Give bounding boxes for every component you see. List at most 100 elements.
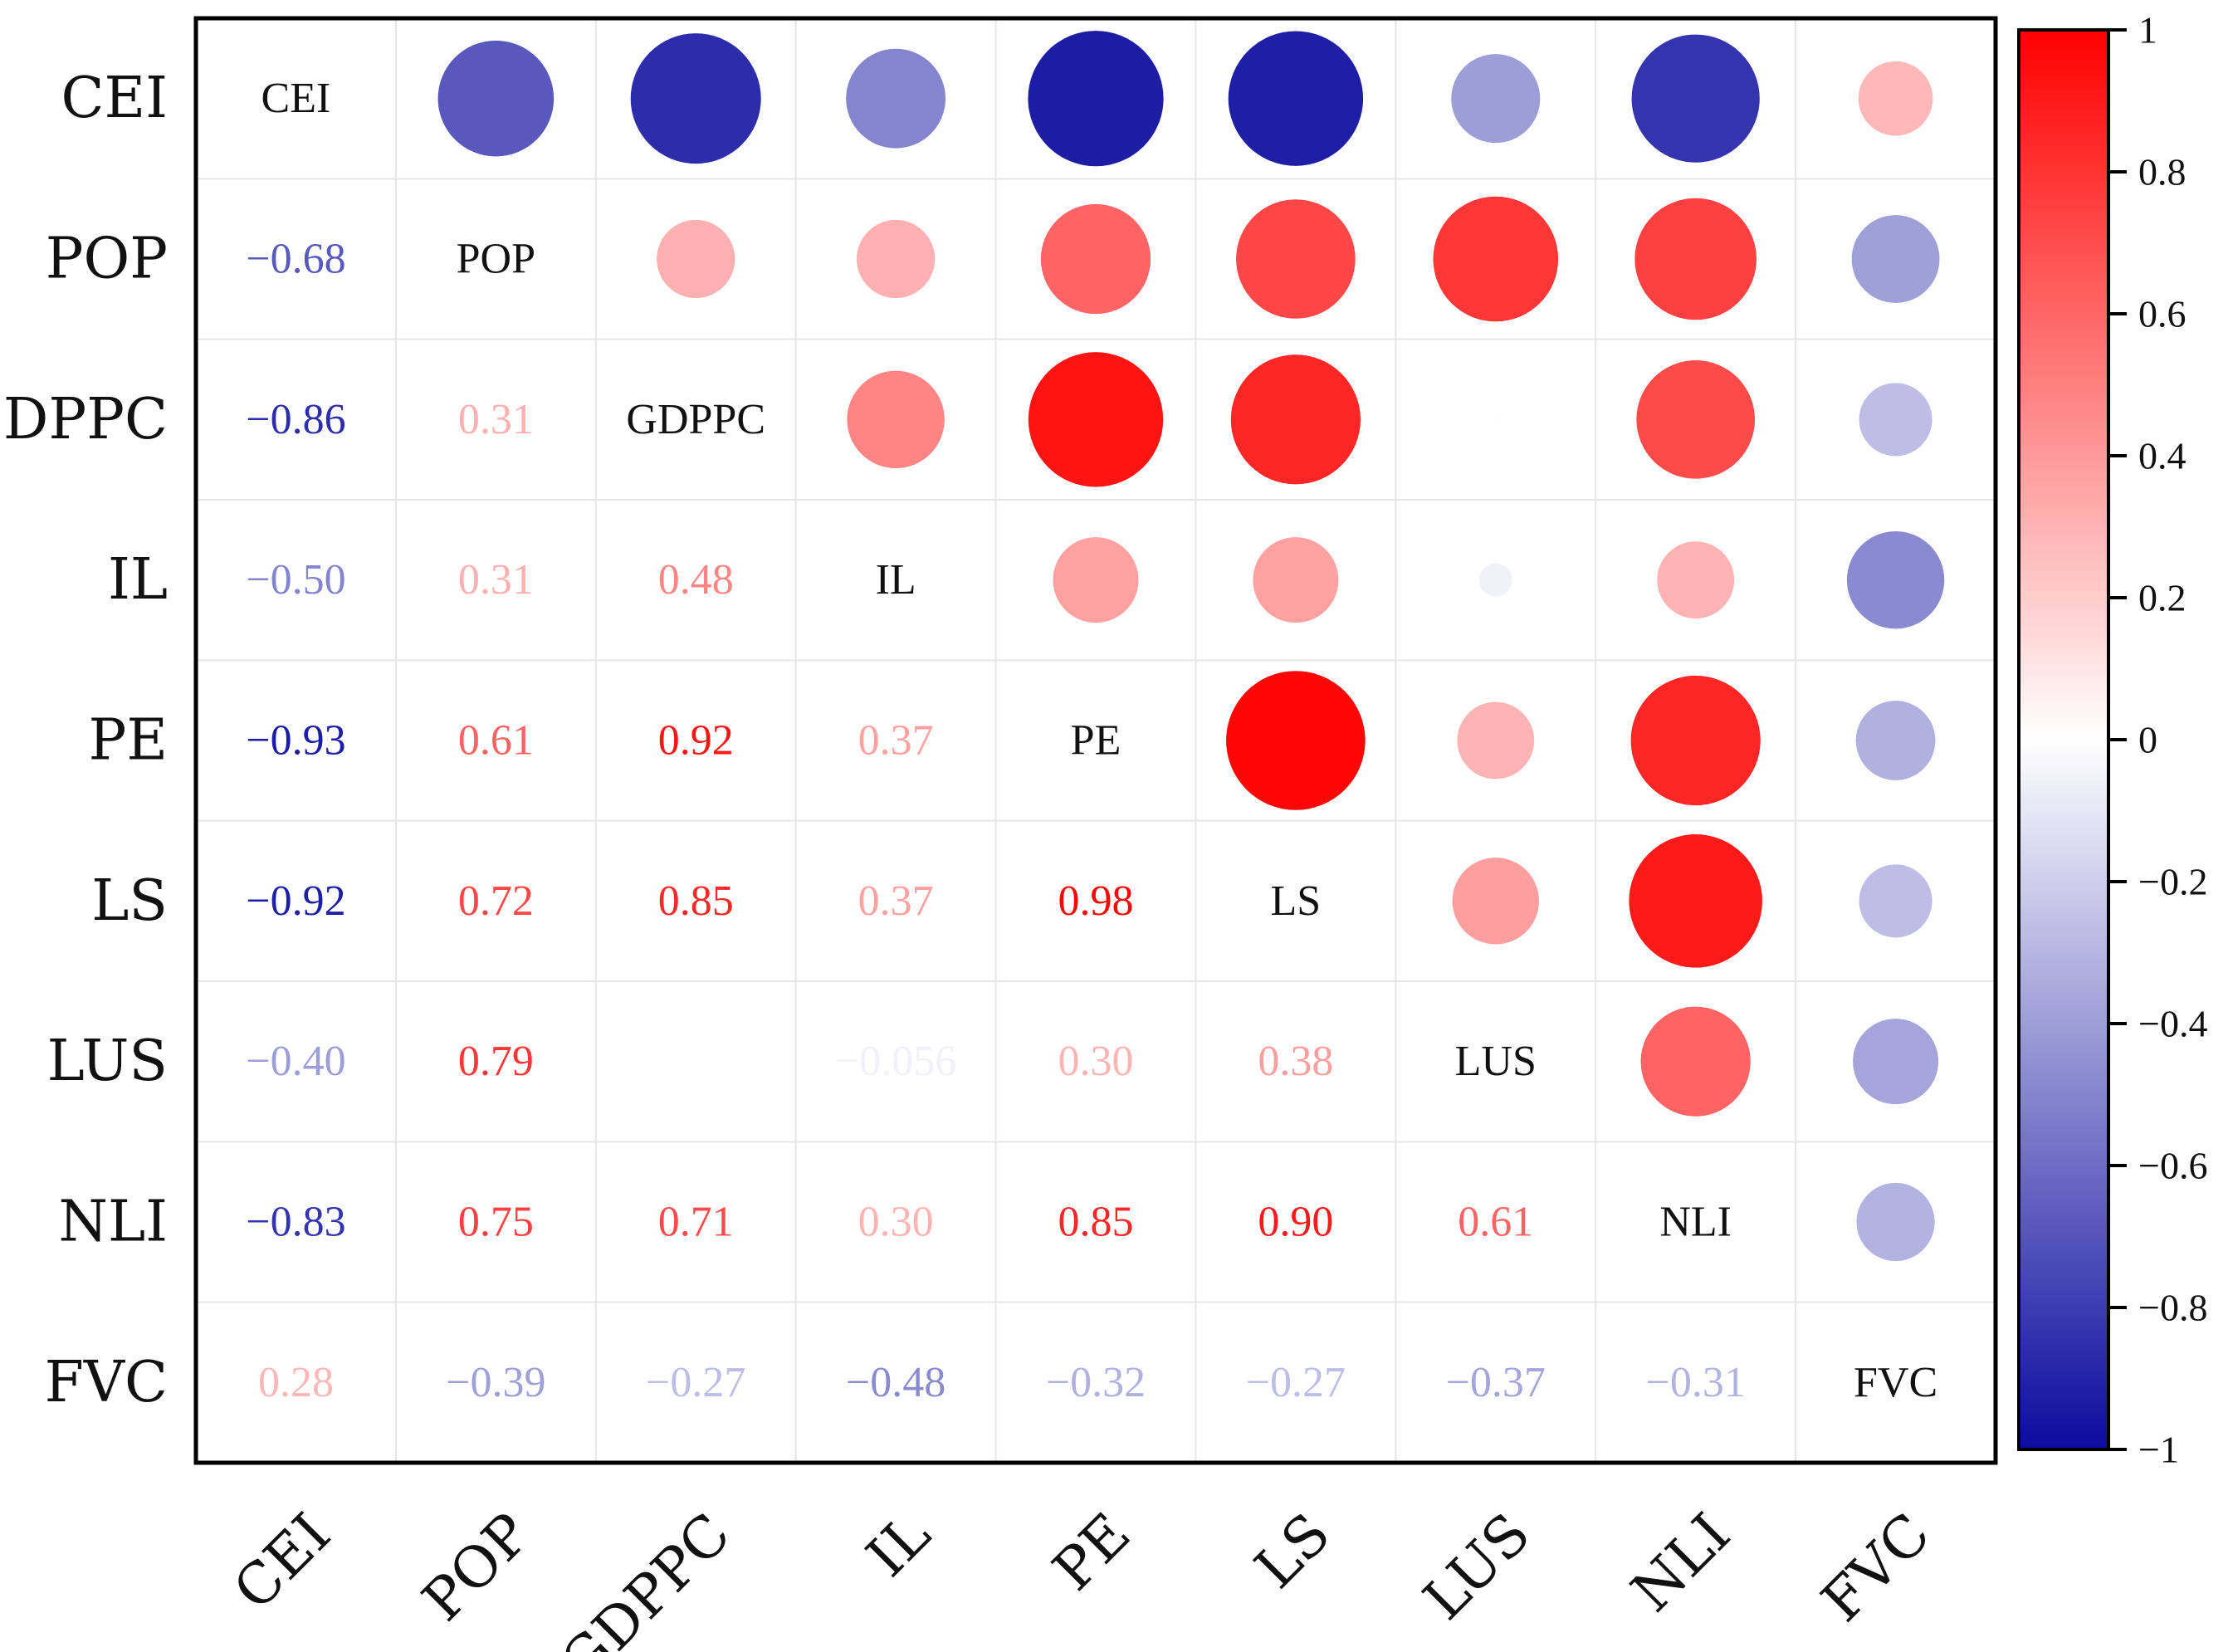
value-fvc-ls: −0.27 (1246, 1359, 1346, 1406)
value-lus-ls: 0.38 (1258, 1038, 1333, 1085)
circle-lus-nli (1640, 1006, 1751, 1117)
value-ls-gdppc: 0.85 (658, 877, 734, 925)
diag-label-ls: LS (1271, 877, 1322, 925)
colorbar-tick-label-2: 0.6 (2138, 293, 2187, 335)
circle-il-pe (1053, 537, 1139, 623)
value-nli-il: 0.30 (858, 1199, 934, 1246)
col-label-pe: PE (1041, 1501, 1143, 1603)
row-label-cei: CEI (61, 66, 168, 131)
circle-cei-lus (1451, 54, 1541, 144)
diag-label-pop: POP (457, 236, 535, 283)
row-label-fvc: FVC (45, 1350, 168, 1415)
value-fvc-pe: −0.32 (1046, 1359, 1146, 1406)
diag-label-gdppc: GDPPC (626, 396, 765, 443)
circle-ls-lus (1452, 858, 1539, 945)
row-label-ls: LS (91, 868, 168, 934)
circle-pop-gdppc (657, 219, 735, 299)
diag-label-cei: CEI (261, 75, 331, 122)
value-nli-cei: −0.83 (246, 1199, 345, 1246)
circle-cei-pop (437, 40, 555, 157)
diag-label-il: IL (876, 556, 916, 604)
value-fvc-il: −0.48 (846, 1359, 945, 1406)
circle-pe-lus (1457, 701, 1535, 780)
value-lus-pe: 0.30 (1058, 1038, 1134, 1085)
value-lus-il: −0.056 (835, 1038, 956, 1085)
row-label-lus: LUS (47, 1029, 168, 1094)
circle-gdppc-nli (1636, 360, 1755, 479)
value-nli-ls: 0.90 (1258, 1199, 1333, 1246)
circle-il-nli (1657, 541, 1735, 619)
circle-ls-fvc (1859, 864, 1932, 938)
circle-pop-nli (1634, 198, 1757, 320)
col-label-fvc: FVC (1810, 1501, 1943, 1635)
col-label-il: IL (854, 1501, 943, 1590)
circle-pop-pe (1040, 203, 1151, 315)
circle-cei-nli (1631, 34, 1760, 163)
cell-labels: CEI −0.68 POP −0.86 0.31 GDPPC −0.50 0.31 0.48 IL… (246, 75, 1937, 1406)
value-fvc-gdppc: −0.27 (646, 1359, 745, 1406)
circle-nli-fvc (1856, 1182, 1935, 1262)
circle-gdppc-ls (1230, 354, 1361, 485)
value-pe-il: 0.37 (858, 717, 934, 765)
diag-label-lus: LUS (1455, 1038, 1537, 1085)
value-fvc-nli: −0.31 (1646, 1359, 1746, 1406)
col-label-ls: LS (1243, 1501, 1343, 1601)
value-ls-cei: −0.92 (246, 877, 345, 925)
col-label-cei: CEI (222, 1501, 344, 1623)
value-il-cei: −0.50 (246, 556, 345, 604)
value-pe-gdppc: 0.92 (658, 717, 734, 765)
colorbar-tick-label-7: −0.4 (2138, 1003, 2207, 1045)
value-pe-cei: −0.93 (246, 717, 345, 765)
row-label-nli: NLI (58, 1190, 168, 1255)
circle-pop-fvc (1851, 215, 1940, 303)
colorbar: 1 0.8 0.6 0.4 0.2 0 −0.2 −0.4 −0.6 −0.8 −1 (2017, 9, 2207, 1471)
row-label-pe: PE (89, 708, 168, 774)
circle-pe-nli (1630, 675, 1761, 806)
colorbar-tick-label-9: −0.8 (2138, 1287, 2207, 1329)
circle-lus-fvc (1853, 1019, 1939, 1105)
value-il-gdppc: 0.48 (658, 556, 734, 604)
value-pe-pop: 0.61 (458, 717, 534, 765)
row-label-il: IL (108, 547, 168, 613)
value-nli-pop: 0.75 (458, 1199, 534, 1246)
colorbar-tick-label-0: 1 (2138, 9, 2157, 51)
value-fvc-cei: 0.28 (258, 1359, 334, 1406)
value-lus-cei: −0.40 (246, 1038, 345, 1085)
col-label-lus: LUS (1411, 1501, 1543, 1633)
value-ls-pop: 0.72 (458, 877, 534, 925)
colorbar-tick-label-6: −0.2 (2138, 861, 2207, 903)
row-label-pop: POP (46, 227, 168, 292)
circle-ls-nli (1629, 834, 1762, 968)
colorbar-tick-label-3: 0.4 (2138, 435, 2187, 477)
value-lus-pop: 0.79 (458, 1038, 534, 1085)
circle-pop-il (857, 219, 936, 299)
circle-cei-ls (1228, 31, 1364, 166)
circle-gdppc-fvc (1859, 383, 1932, 457)
diag-label-pe: PE (1071, 717, 1121, 765)
circle-cei-gdppc (630, 33, 761, 164)
circle-cei-pe (1028, 31, 1164, 167)
col-label-gdppc: GDPPC (549, 1501, 743, 1652)
diag-label-nli: NLI (1659, 1199, 1732, 1246)
value-nli-gdppc: 0.71 (658, 1199, 734, 1246)
value-nli-pe: 0.85 (1058, 1199, 1134, 1246)
colorbar-tick-label-10: −1 (2138, 1429, 2179, 1471)
circle-pop-lus (1433, 196, 1559, 322)
col-label-pop: POP (410, 1501, 543, 1634)
value-pop-cei: −0.68 (246, 236, 345, 283)
circle-cei-fvc (1858, 61, 1933, 136)
colorbar-tick-label-5: 0 (2138, 719, 2157, 761)
circle-cei-il (846, 48, 946, 149)
circle-gdppc-lus (1490, 414, 1501, 425)
value-fvc-pop: −0.39 (446, 1359, 545, 1406)
diag-label-fvc: FVC (1854, 1359, 1937, 1406)
plot-frame (193, 16, 1998, 1465)
circle-pe-ls (1226, 671, 1366, 810)
value-nli-lus: 0.61 (1458, 1199, 1533, 1246)
value-ls-pe: 0.98 (1058, 877, 1134, 925)
circle-il-lus (1478, 563, 1512, 597)
upper-circles (437, 31, 1945, 1262)
circle-il-ls (1253, 537, 1339, 623)
circle-pe-fvc (1855, 701, 1936, 780)
